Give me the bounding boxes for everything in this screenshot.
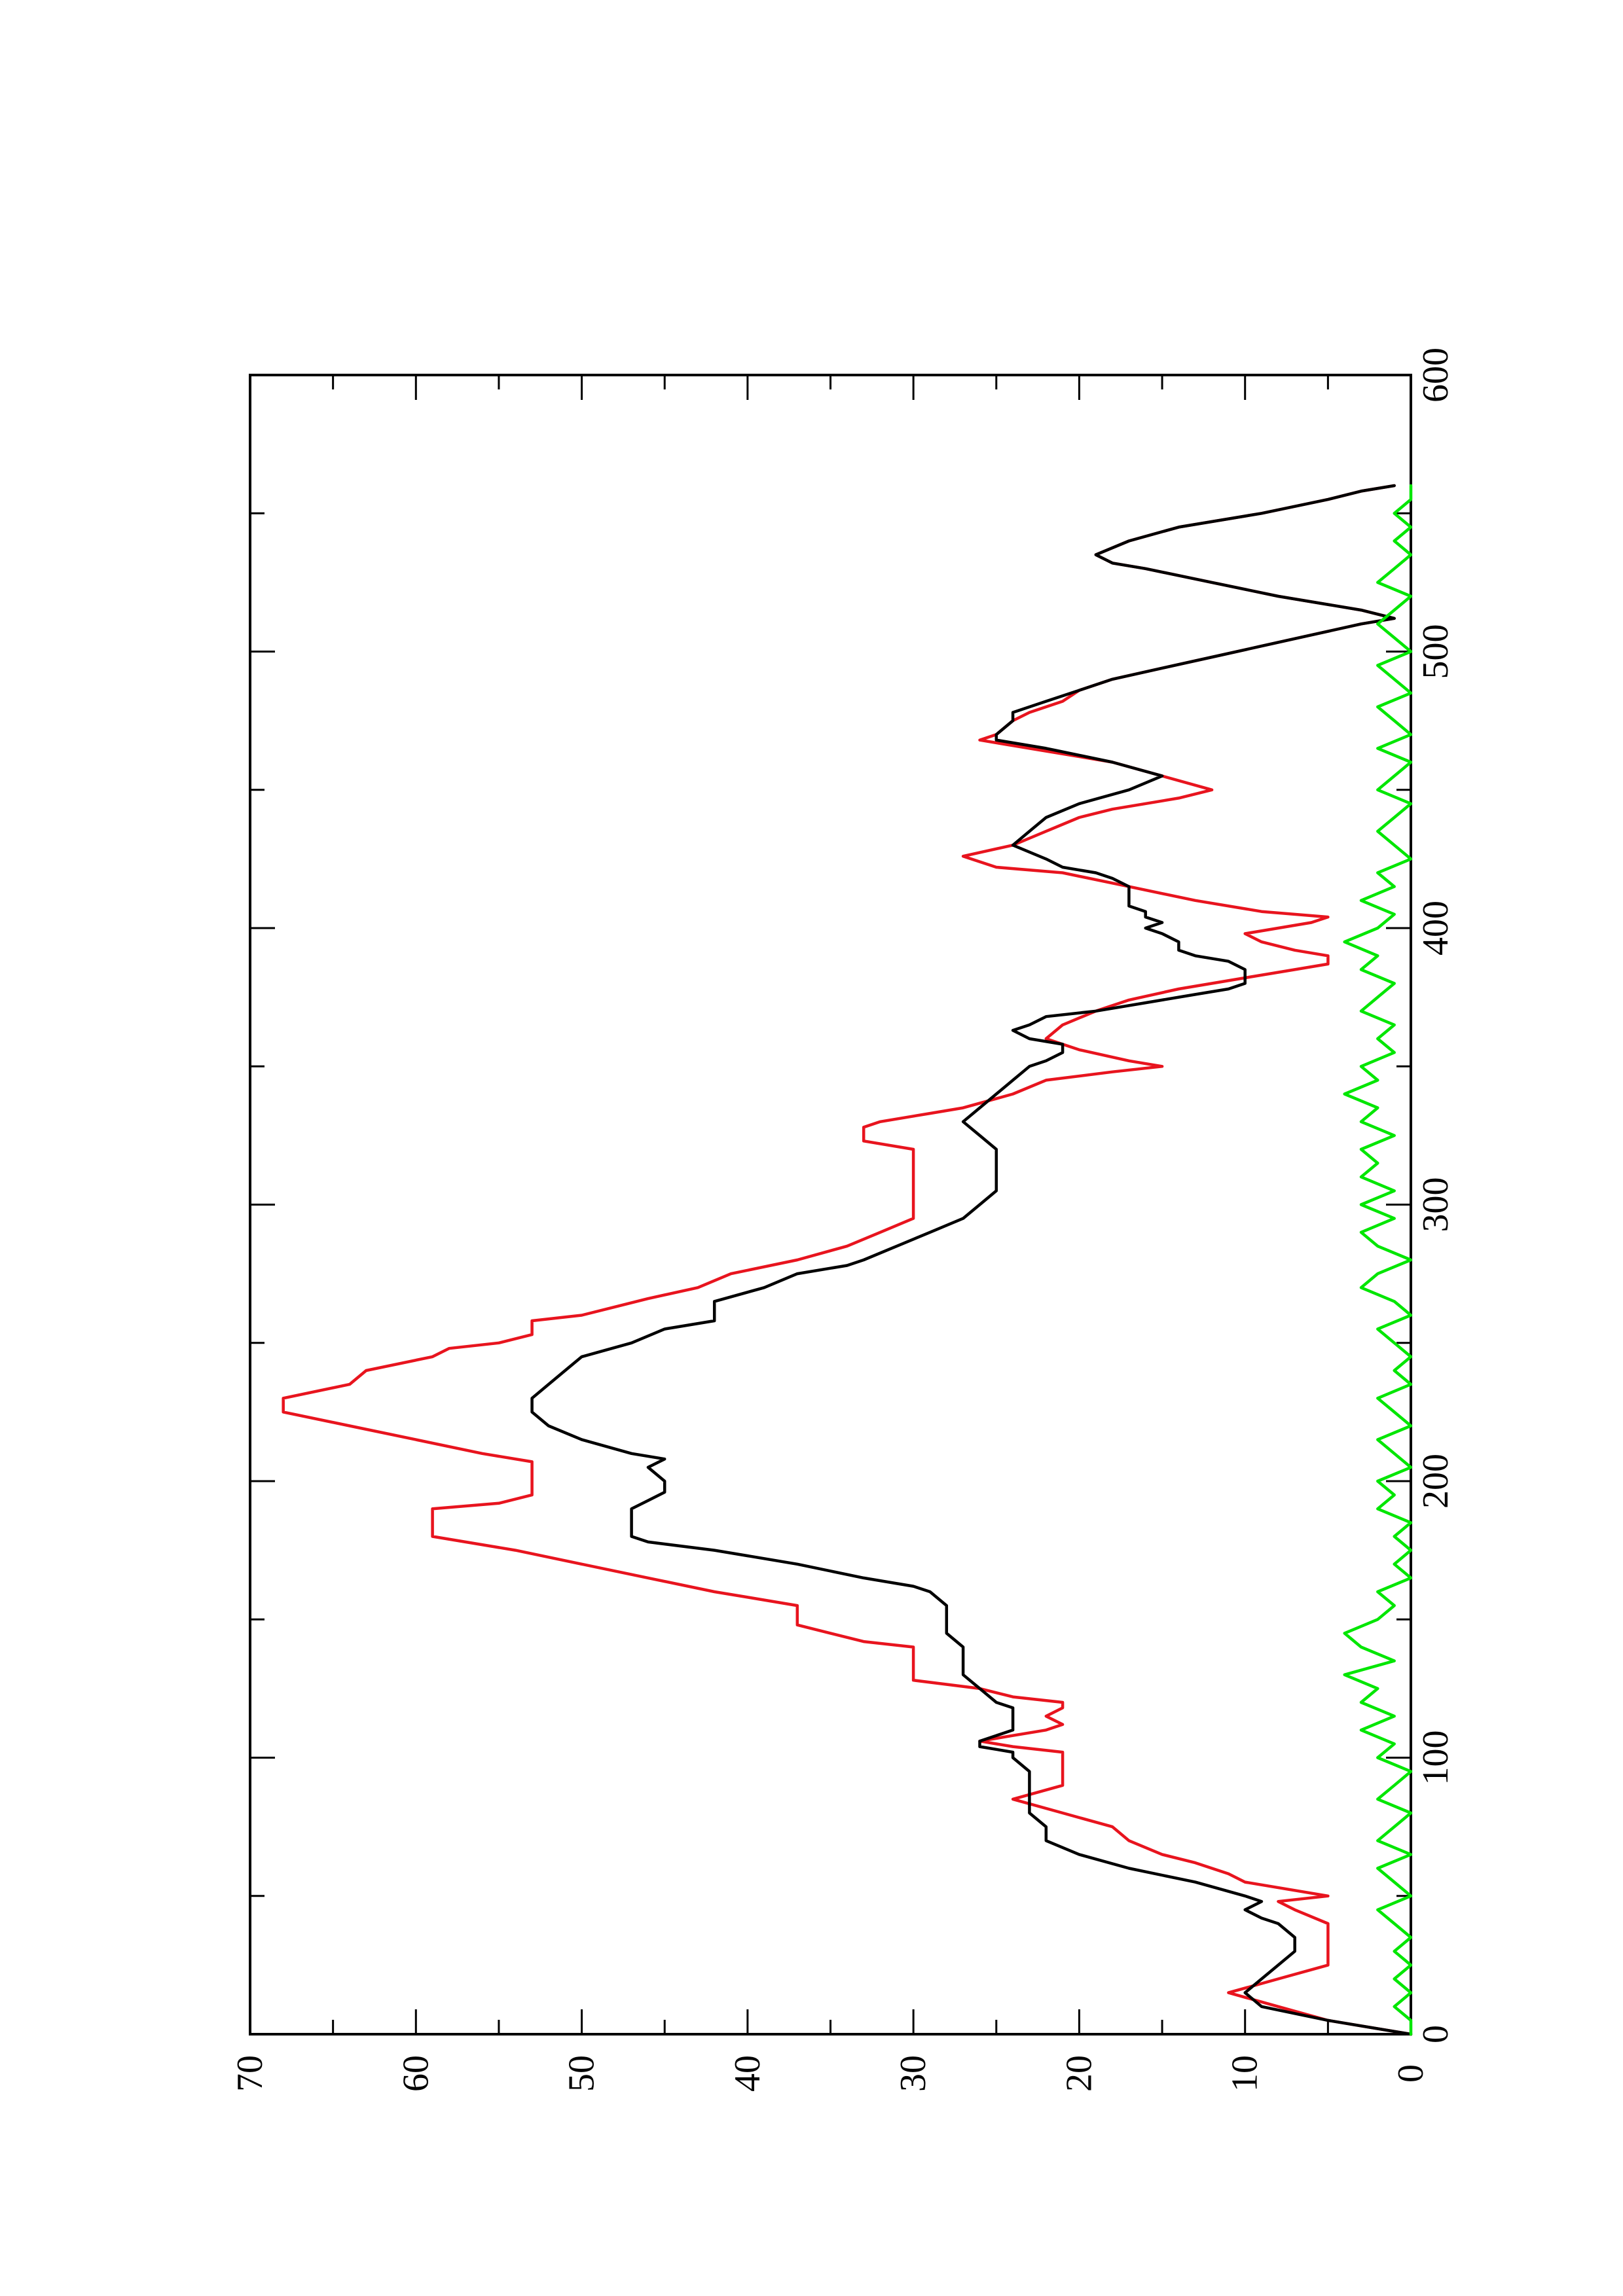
axis-tick-labels: 0 100 200 300 400 500 600 0 10 20 30 40 50 60 70 xyxy=(230,348,1456,2092)
y-tick-label: 30 xyxy=(893,2055,934,2092)
y-tick-label: 20 xyxy=(1059,2055,1099,2092)
series-line-2 xyxy=(530,484,1413,2036)
x-tick-label: 500 xyxy=(1415,624,1456,679)
x-tick-label: 400 xyxy=(1415,901,1456,956)
y-tick-label: 50 xyxy=(562,2055,602,2092)
y-tick-label: 0 xyxy=(1391,2064,1431,2083)
x-tick-label: 600 xyxy=(1415,348,1456,403)
data-series xyxy=(282,484,1413,2036)
plot-frame xyxy=(249,374,1412,2036)
x-tick-label: 200 xyxy=(1415,1454,1456,1509)
y-tick-label: 10 xyxy=(1225,2055,1266,2092)
x-tick-label: 300 xyxy=(1415,1177,1456,1232)
y-tick-label: 40 xyxy=(727,2055,768,2092)
axis-ticks xyxy=(249,374,1412,2036)
y-tick-label: 60 xyxy=(395,2055,436,2092)
x-tick-label: 100 xyxy=(1415,1731,1456,1785)
x-tick-label: 0 xyxy=(1415,2025,1456,2043)
y-tick-label: 70 xyxy=(230,2055,270,2092)
series-line-1 xyxy=(282,484,1413,2036)
series-line-3 xyxy=(1343,484,1413,2036)
